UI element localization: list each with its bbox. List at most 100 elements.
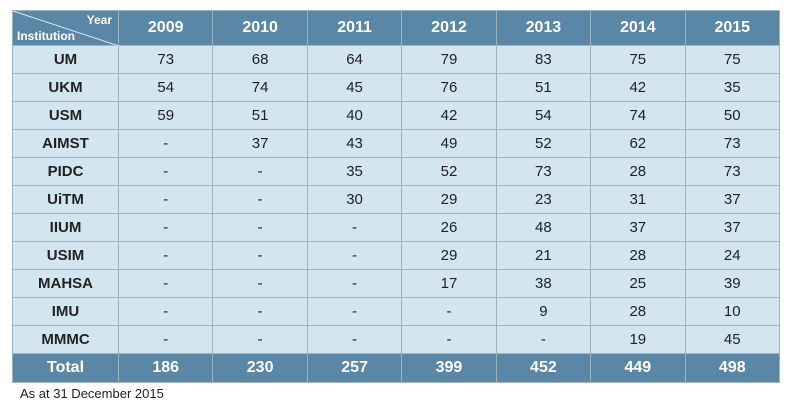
row-label: MAHSA (12, 269, 119, 298)
cell: 19 (590, 325, 686, 354)
cell: 54 (117, 73, 214, 102)
cell: 21 (495, 241, 592, 270)
column-header: 2012 (401, 10, 497, 46)
row: UiTM - -30 29 23 31 37 (12, 185, 781, 214)
cell: 74 (212, 73, 308, 102)
cell: 29 (401, 241, 497, 270)
cell: 10 (684, 297, 781, 326)
cell: 79 (401, 45, 497, 74)
cell: - (117, 241, 214, 270)
cell: 45 (306, 73, 403, 102)
cell: 29 (401, 185, 497, 214)
total-row: Total 186 230 257 399 452 449 498 (12, 353, 781, 383)
row: USM 59 51 40 42 54 74 50 (12, 101, 781, 130)
cell: - (401, 297, 497, 326)
row: MAHSA - - -17 38 25 39 (12, 269, 781, 298)
cell: 28 (590, 241, 686, 270)
cell: - (212, 297, 308, 326)
cell: 64 (306, 45, 403, 74)
table-body: UM 73 68 64 79 83 75 75 UKM 54 74 45 76 51 42 35 USM 59 51… (12, 45, 781, 383)
cell: 73 (684, 129, 781, 158)
cell: 73 (495, 157, 592, 186)
total-cell: 257 (306, 353, 403, 383)
cell: 39 (684, 269, 781, 298)
row-label: UiTM (12, 185, 119, 214)
cell: 83 (495, 45, 592, 74)
cell: 42 (590, 73, 686, 102)
cell: 74 (590, 101, 686, 130)
cell: 73 (117, 45, 214, 74)
column-header: 2009 (117, 10, 214, 46)
corner-bottom: Institution (17, 29, 75, 43)
row: IMU - - - -9 28 10 (12, 297, 781, 326)
cell: 24 (684, 241, 781, 270)
cell: - (306, 213, 403, 242)
cell: 75 (590, 45, 686, 74)
cell: 49 (401, 129, 497, 158)
cell: 26 (401, 213, 497, 242)
cell: - (306, 325, 403, 354)
cell: - (117, 157, 214, 186)
cell: 54 (495, 101, 592, 130)
cell: 51 (212, 101, 308, 130)
row-label: UM (12, 45, 119, 74)
corner-top: Year (86, 13, 112, 27)
cell: 51 (495, 73, 592, 102)
cell: 31 (590, 185, 686, 214)
cell: - (212, 213, 308, 242)
total-cell: 186 (117, 353, 214, 383)
row: IIUM - - -26 48 37 37 (12, 213, 781, 242)
cell: - (117, 213, 214, 242)
row: MMMC - - - - -19 45 (12, 325, 781, 354)
cell: - (117, 269, 214, 298)
cell: - (306, 241, 403, 270)
cell: - (212, 325, 308, 354)
cell: 48 (495, 213, 592, 242)
cell: 9 (495, 297, 592, 326)
cell: 40 (306, 101, 403, 130)
table-wrap: Year Institution 2009 2010 2011 2012 2013 201… (12, 10, 781, 383)
cell: 43 (306, 129, 403, 158)
cell: 28 (590, 157, 686, 186)
cell: - (117, 325, 214, 354)
cell: 59 (117, 101, 214, 130)
cell: - (212, 185, 308, 214)
row-label: PIDC (12, 157, 119, 186)
cell: 25 (590, 269, 686, 298)
cell: 52 (401, 157, 497, 186)
cell: - (117, 129, 214, 158)
header-row: Year Institution 2009 2010 2011 2012 2013 201… (12, 10, 781, 46)
row: USIM - - -29 21 28 24 (12, 241, 781, 270)
cell: 35 (684, 73, 781, 102)
cell: - (306, 297, 403, 326)
column-header: 2011 (306, 10, 403, 46)
cell: 30 (306, 185, 403, 214)
cell: 28 (590, 297, 686, 326)
row-label: IIUM (12, 213, 119, 242)
row-label: UKM (12, 73, 119, 102)
row: PIDC - -35 52 73 28 73 (12, 157, 781, 186)
row: UM 73 68 64 79 83 75 75 (12, 45, 781, 74)
cell: 37 (212, 129, 308, 158)
row-label: IMU (12, 297, 119, 326)
cell: - (212, 157, 308, 186)
row-label: USM (12, 101, 119, 130)
cell: 23 (495, 185, 592, 214)
cell: - (212, 241, 308, 270)
cell: 76 (401, 73, 497, 102)
cell: 38 (495, 269, 592, 298)
cell: 50 (684, 101, 781, 130)
total-cell: 452 (495, 353, 592, 383)
diagonal (13, 11, 119, 46)
total-cell: 449 (590, 353, 686, 383)
cell: 42 (401, 101, 497, 130)
total-cell: 498 (684, 353, 781, 383)
row-label: USIM (12, 241, 119, 270)
column-header: 2015 (684, 10, 781, 46)
cell: - (306, 269, 403, 298)
column-header: 2013 (495, 10, 592, 46)
cell: - (117, 297, 214, 326)
cell: 73 (684, 157, 781, 186)
cell: - (212, 269, 308, 298)
